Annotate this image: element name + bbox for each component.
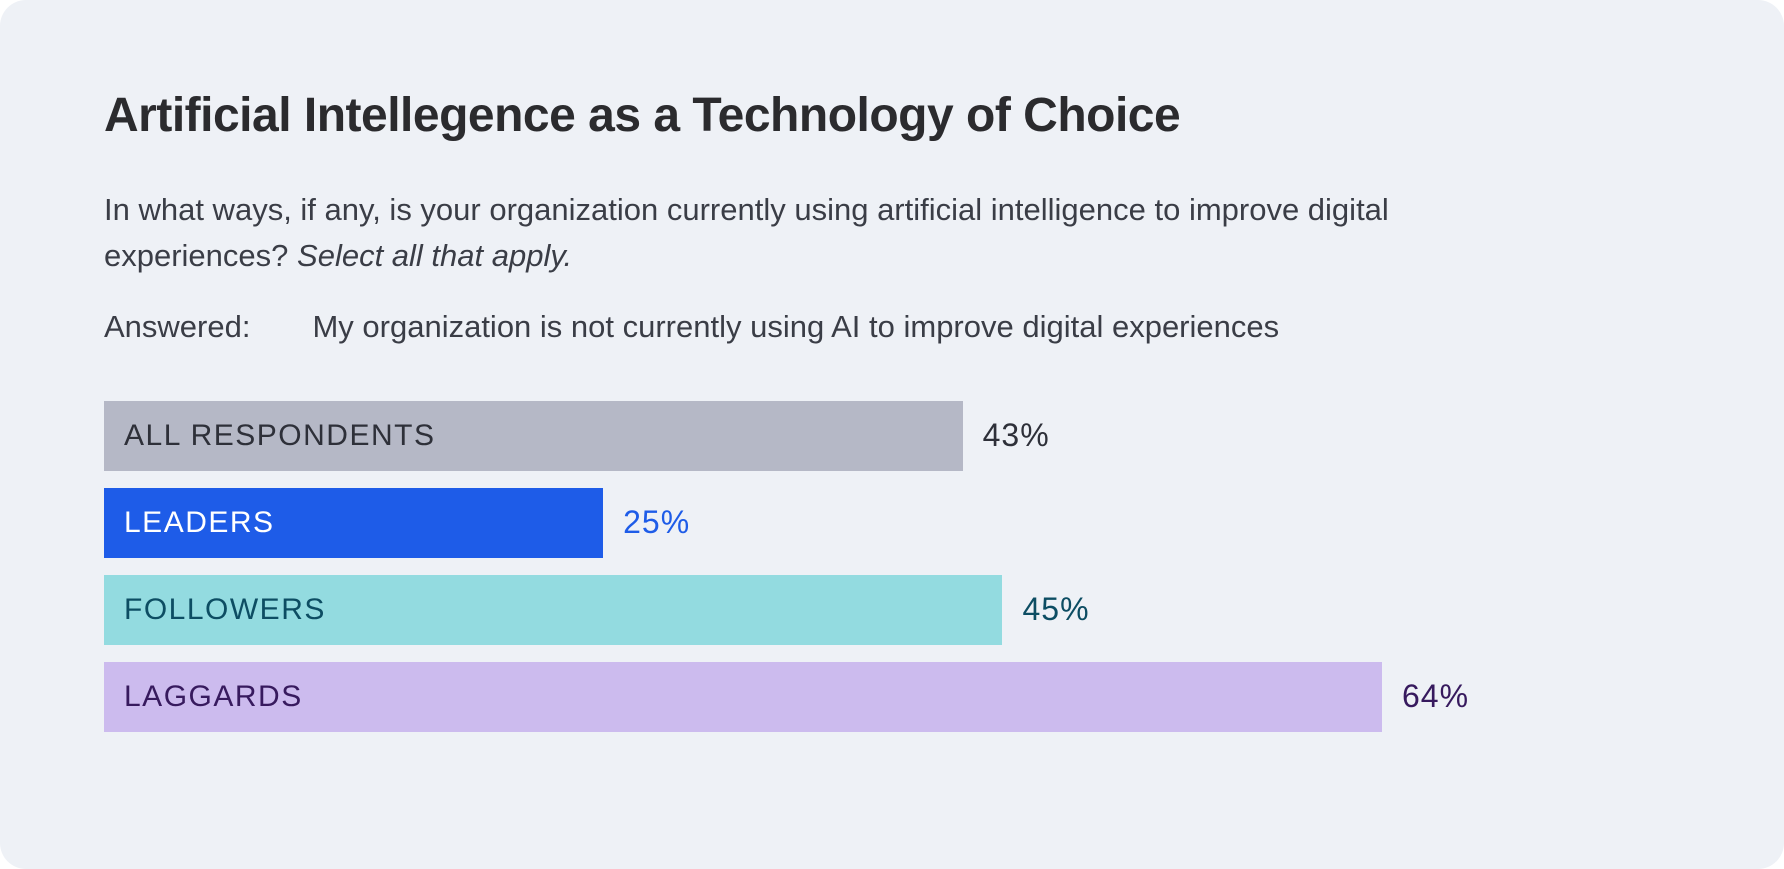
- question-text: In what ways, if any, is your organizati…: [104, 187, 1554, 279]
- bar-value-label: 25%: [623, 504, 691, 541]
- question-main: In what ways, if any, is your organizati…: [104, 192, 1389, 273]
- page-title: Artificial Intellegence as a Technology …: [104, 89, 1181, 142]
- bar-row-all-respondents: ALL RESPONDENTS 43%: [104, 400, 1680, 471]
- bar-segment: ALL RESPONDENTS: [104, 400, 963, 471]
- bar-chart: ALL RESPONDENTS 43% LEADERS 25% FOLLOWERS 45%…: [104, 400, 1680, 732]
- bar-category-label: LEADERS: [124, 505, 275, 539]
- bar-segment: FOLLOWERS: [104, 574, 1003, 645]
- answered-label: Answered:: [104, 308, 251, 344]
- answered-text: My organization is not currently using A…: [312, 308, 1280, 344]
- bar-row-followers: FOLLOWERS 45%: [104, 574, 1680, 645]
- bar-row-leaders: LEADERS 25%: [104, 487, 1680, 558]
- bar-row-laggards: LAGGARDS 64%: [104, 661, 1680, 732]
- bar-segment: LEADERS: [104, 487, 604, 558]
- question-italic: Select all that apply.: [297, 237, 573, 273]
- bar-category-label: FOLLOWERS: [124, 592, 326, 626]
- bar-segment: LAGGARDS: [104, 661, 1382, 732]
- bar-category-label: LAGGARDS: [124, 679, 303, 713]
- answered-row: Answered: My organization is not current…: [104, 309, 1680, 345]
- bar-value-label: 45%: [1022, 591, 1090, 628]
- bar-value-label: 43%: [982, 417, 1050, 454]
- bar-value-label: 64%: [1401, 678, 1470, 715]
- bar-category-label: ALL RESPONDENTS: [124, 418, 436, 452]
